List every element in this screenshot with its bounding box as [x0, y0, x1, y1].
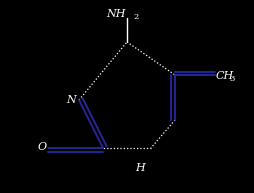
Text: N: N	[66, 95, 76, 105]
Text: H: H	[135, 163, 144, 173]
Text: 3: 3	[228, 75, 233, 83]
Text: 2: 2	[133, 13, 138, 21]
Text: CH: CH	[215, 71, 233, 81]
Text: O: O	[38, 142, 47, 152]
Text: NH: NH	[106, 9, 125, 19]
